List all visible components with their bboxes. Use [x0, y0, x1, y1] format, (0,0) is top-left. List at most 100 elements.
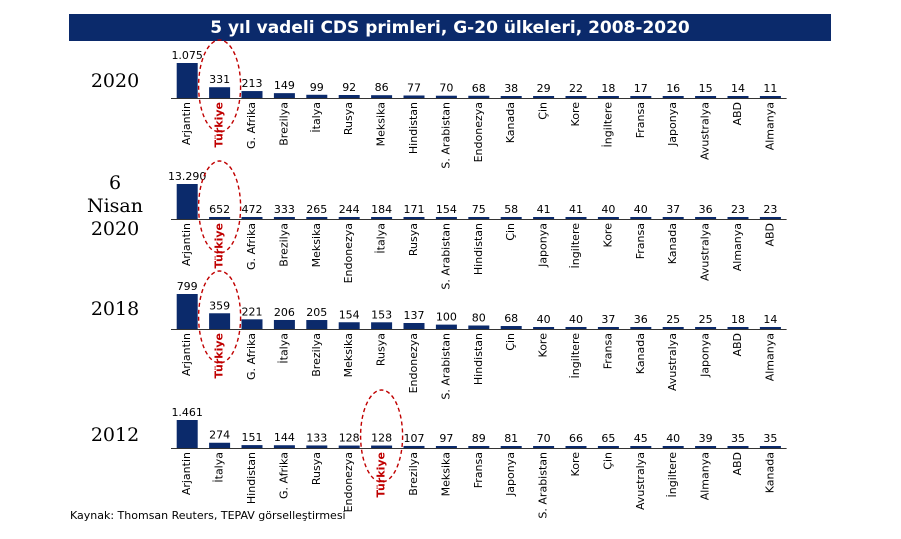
- data-label: 23: [763, 203, 777, 216]
- highlight-ellipse: [359, 389, 404, 483]
- tick-label: G. Afrika: [245, 333, 258, 380]
- tick-label: Meksika: [310, 223, 323, 267]
- bar: [273, 445, 295, 448]
- data-label: 77: [407, 81, 421, 94]
- bar: [533, 446, 555, 448]
- data-label: 58: [504, 203, 518, 216]
- tick-label: Türkiye: [213, 102, 226, 147]
- chart-title-bar: 5 yıl vadeli CDS primleri, G-20 ülkeleri…: [69, 14, 831, 41]
- tick-label: Fransa: [634, 102, 647, 138]
- tick-label: Fransa: [634, 223, 647, 259]
- bar: [241, 91, 263, 98]
- bar: [403, 95, 425, 98]
- tick-label: Japonya: [699, 333, 712, 378]
- bar: [565, 327, 587, 329]
- data-label: 652: [209, 203, 230, 216]
- bar: [597, 327, 619, 329]
- bar: [695, 217, 717, 219]
- bar: [403, 217, 425, 219]
- tick-label: Japonya: [504, 452, 517, 497]
- data-label: 1.461: [171, 406, 203, 419]
- data-label: 154: [436, 203, 457, 216]
- data-label: 22: [569, 82, 583, 95]
- tick-label: İtalya: [277, 333, 290, 364]
- bar: [176, 420, 198, 448]
- tick-label: Almanya: [763, 333, 776, 381]
- bar: [533, 327, 555, 329]
- data-label: 65: [601, 432, 615, 445]
- tick-label: Kanada: [634, 333, 647, 374]
- tick-label: Kanada: [504, 102, 517, 143]
- data-label: 13.290: [168, 170, 207, 183]
- data-label: 70: [439, 82, 453, 95]
- bar: [695, 96, 717, 98]
- tick-label: Avustralya: [699, 223, 712, 281]
- bar: [338, 322, 360, 329]
- tick-label: Türkiye: [375, 452, 388, 497]
- period-label-line: 2020: [90, 70, 140, 92]
- bar: [241, 319, 263, 329]
- tick-label: Rusya: [375, 333, 388, 366]
- data-label: 153: [371, 308, 392, 321]
- tick-label: Kanada: [666, 223, 679, 264]
- bar: [597, 217, 619, 219]
- data-label: 274: [209, 429, 230, 442]
- period-label-line: 2018: [90, 298, 140, 320]
- data-label: 205: [306, 306, 327, 319]
- data-label: 15: [699, 82, 713, 95]
- bar: [306, 445, 328, 448]
- tick-label: Rusya: [310, 452, 323, 485]
- bar: [435, 446, 457, 448]
- bar: [468, 217, 490, 219]
- bar: [500, 96, 522, 98]
- tick-label: ABD: [731, 452, 744, 476]
- bar: [273, 319, 295, 329]
- tick-label: G. Afrika: [245, 102, 258, 149]
- data-label: 128: [339, 432, 360, 445]
- data-label: 40: [537, 313, 551, 326]
- tick-label: G. Afrika: [277, 452, 290, 499]
- period-label-line: 6: [108, 172, 122, 194]
- tick-label: Rusya: [407, 223, 420, 256]
- data-label: 41: [569, 203, 583, 216]
- data-label: 333: [274, 203, 295, 216]
- tick-label: İngiltere: [666, 452, 679, 498]
- tick-label: Avustralya: [634, 452, 647, 510]
- tick-label: Hindistan: [407, 102, 420, 154]
- period-label-2012: 2012: [67, 424, 163, 447]
- bar: [338, 217, 360, 219]
- bar: [662, 446, 684, 448]
- highlight-ellipse: [197, 160, 242, 254]
- tick-label: Hindistan: [472, 223, 485, 275]
- data-label: 35: [763, 432, 777, 445]
- tick-label: Kore: [601, 223, 614, 248]
- period-label-2018: 2018: [67, 298, 163, 321]
- data-label: 68: [472, 82, 486, 95]
- bar: [630, 217, 652, 219]
- bar: [727, 217, 749, 219]
- data-label: 100: [436, 311, 457, 324]
- tick-label: Endonezya: [342, 452, 355, 512]
- data-label: 11: [763, 82, 777, 95]
- bar: [176, 294, 198, 329]
- tick-label: Meksika: [342, 333, 355, 377]
- tick-label: ABD: [731, 102, 744, 126]
- data-label: 68: [504, 312, 518, 325]
- data-label: 99: [310, 81, 324, 94]
- tick-label: Fransa: [472, 452, 485, 488]
- tick-label: Çin: [504, 223, 517, 241]
- tick-label: Fransa: [601, 333, 614, 369]
- tick-label: Türkiye: [213, 333, 226, 378]
- tick-label: Endonezya: [472, 102, 485, 162]
- tick-label: İtalya: [310, 102, 323, 133]
- bar: [241, 217, 263, 219]
- tick-label: Arjantin: [180, 223, 193, 266]
- bar: [759, 96, 781, 98]
- data-label: 154: [339, 308, 360, 321]
- bar: [209, 442, 231, 448]
- bar: [565, 96, 587, 98]
- tick-label: Almanya: [699, 452, 712, 500]
- tick-label: S. Arabistan: [439, 102, 452, 169]
- bar: [306, 217, 328, 219]
- bar: [273, 217, 295, 219]
